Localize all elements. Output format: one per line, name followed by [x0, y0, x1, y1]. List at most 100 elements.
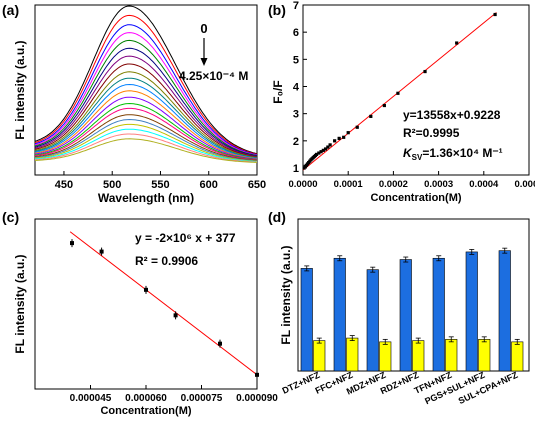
panel-c-equation: y = -2×10⁶ x + 377 — [135, 231, 236, 245]
spectrum-curve — [34, 39, 258, 157]
panel-b-frame — [302, 4, 530, 176]
data-point — [218, 341, 222, 346]
y-tick-label: 2 — [293, 136, 299, 148]
bar-blue — [432, 257, 445, 372]
data-point — [396, 91, 400, 95]
data-point — [369, 114, 373, 118]
panel-b-ksv-k: K — [403, 146, 413, 160]
panel-b-ksv: KSV=1.36×10⁴ M⁻¹ — [403, 146, 503, 162]
spectrum-curve — [34, 138, 258, 163]
data-point — [302, 166, 306, 170]
panel-c-fit-line — [69, 231, 260, 377]
bar-blue — [399, 259, 412, 372]
data-point — [321, 148, 325, 152]
spectrum-curve — [34, 123, 258, 162]
spectrum-curve — [34, 47, 258, 157]
spectrum-curve — [34, 71, 258, 158]
panel-a-x-ticks: 450 500 550 600 650 — [55, 171, 266, 191]
spectrum-curve — [34, 14, 258, 155]
spectrum-curve — [34, 96, 258, 160]
panel-b-label: (b) — [268, 2, 286, 18]
fit-line — [302, 12, 497, 171]
data-point — [333, 139, 337, 143]
panel-a-y-label: FL intensity (a.u.) — [13, 40, 27, 139]
panel-c-x-ticks: 0.000045 0.000060 0.000075 0.000090 — [70, 385, 278, 404]
panel-b-equation: y=13558x+0.9228 — [403, 108, 501, 122]
spectrum-curve — [34, 107, 258, 161]
y-tick-label: 7 — [293, 0, 299, 12]
data-point — [326, 145, 330, 149]
panel-a-label: (a) — [2, 2, 19, 18]
data-point — [255, 372, 259, 377]
panel-b-fit-line — [302, 12, 497, 171]
data-point — [317, 151, 321, 155]
spectrum-curve — [34, 114, 258, 161]
x-tick-label: 500 — [103, 179, 121, 191]
spectrum-curve — [34, 118, 258, 162]
data-point — [337, 136, 341, 140]
data-point — [99, 249, 104, 254]
spectrum-curve — [34, 133, 258, 163]
panel-a-annotation-top: 0 — [200, 21, 207, 36]
panel-b: (b) 0.0000 0.0001 0.0002 0.0003 0.0004 0.0005… — [268, 0, 535, 204]
bar-blue — [333, 257, 346, 372]
y-tick-label: 6 — [293, 27, 299, 39]
data-point — [382, 103, 386, 108]
y-tick-label: 1 — [293, 163, 299, 175]
fit-line — [69, 231, 260, 377]
x-tick-label: 0.0002 — [379, 179, 408, 190]
data-point — [319, 150, 323, 154]
x-tick-label: 650 — [248, 179, 266, 191]
spectrum-curve — [34, 63, 258, 158]
panel-b-r2: R²=0.9995 — [403, 126, 460, 140]
panel-a-spectra — [34, 5, 258, 163]
x-tick-label: 0.0004 — [469, 179, 499, 190]
bar-yellow — [445, 339, 458, 372]
panel-a-frame — [34, 4, 258, 176]
bar-yellow — [313, 340, 326, 372]
x-tick-label: 450 — [55, 179, 73, 191]
spectrum-curve — [34, 55, 258, 158]
data-point — [346, 131, 350, 135]
bar-yellow — [379, 341, 392, 372]
panel-c: (c) 0.000045 0.000060 0.000075 0.000090 Con… — [2, 209, 278, 417]
data-point — [342, 135, 346, 139]
panel-d-y-label: FL intensity (a.u.) — [279, 245, 293, 344]
x-tick-label: 0.0000 — [288, 179, 317, 190]
bar-blue — [300, 268, 313, 372]
panel-b-points — [302, 12, 497, 170]
panel-d: (d) DTZ+NFZFFC+NFZMDZ+NFZRDZ+NFZTFN+NFZP… — [268, 209, 530, 407]
x-tick-label: 0.0003 — [424, 179, 453, 190]
panel-a-arrow-head — [200, 58, 208, 66]
bar-blue — [498, 250, 511, 372]
panel-a-x-label: Wavelength (nm) — [98, 191, 194, 205]
panel-a-annotation-bottom: 4.25×10⁻⁴ M — [179, 69, 248, 83]
y-tick-label: 4 — [293, 82, 300, 94]
panel-c-y-label: FL intensity (a.u.) — [13, 254, 27, 353]
x-tick-label: 0.000045 — [70, 393, 112, 404]
data-point — [324, 147, 328, 151]
data-point — [328, 143, 332, 147]
panel-d-categories: DTZ+NFZFFC+NFZMDZ+NFZRDZ+NFZTFN+NFZPGS+S… — [281, 370, 520, 407]
spectrum-curve — [34, 83, 258, 159]
bar-yellow — [346, 337, 359, 372]
data-point — [144, 287, 148, 292]
panel-c-label: (c) — [2, 209, 19, 225]
spectrum-curve — [34, 77, 258, 159]
spectrum-curve — [34, 24, 258, 156]
data-point — [493, 12, 497, 17]
panel-c-points — [70, 239, 259, 379]
data-point — [314, 152, 319, 157]
panel-d-label: (d) — [268, 209, 286, 225]
data-point — [423, 69, 427, 74]
spectrum-curve — [34, 128, 258, 163]
data-point — [173, 313, 178, 318]
panel-b-x-label: Concentration(M) — [370, 192, 461, 204]
panel-b-ticks: 0.0000 0.0001 0.0002 0.0003 0.0004 0.0005 1 2 3 4… — [288, 0, 535, 190]
bar-blue — [366, 269, 379, 372]
x-tick-label: 0.0005 — [514, 179, 535, 190]
spectrum-curve — [34, 5, 258, 155]
y-tick-label: 5 — [293, 54, 299, 66]
spectrum-curve — [34, 90, 258, 160]
